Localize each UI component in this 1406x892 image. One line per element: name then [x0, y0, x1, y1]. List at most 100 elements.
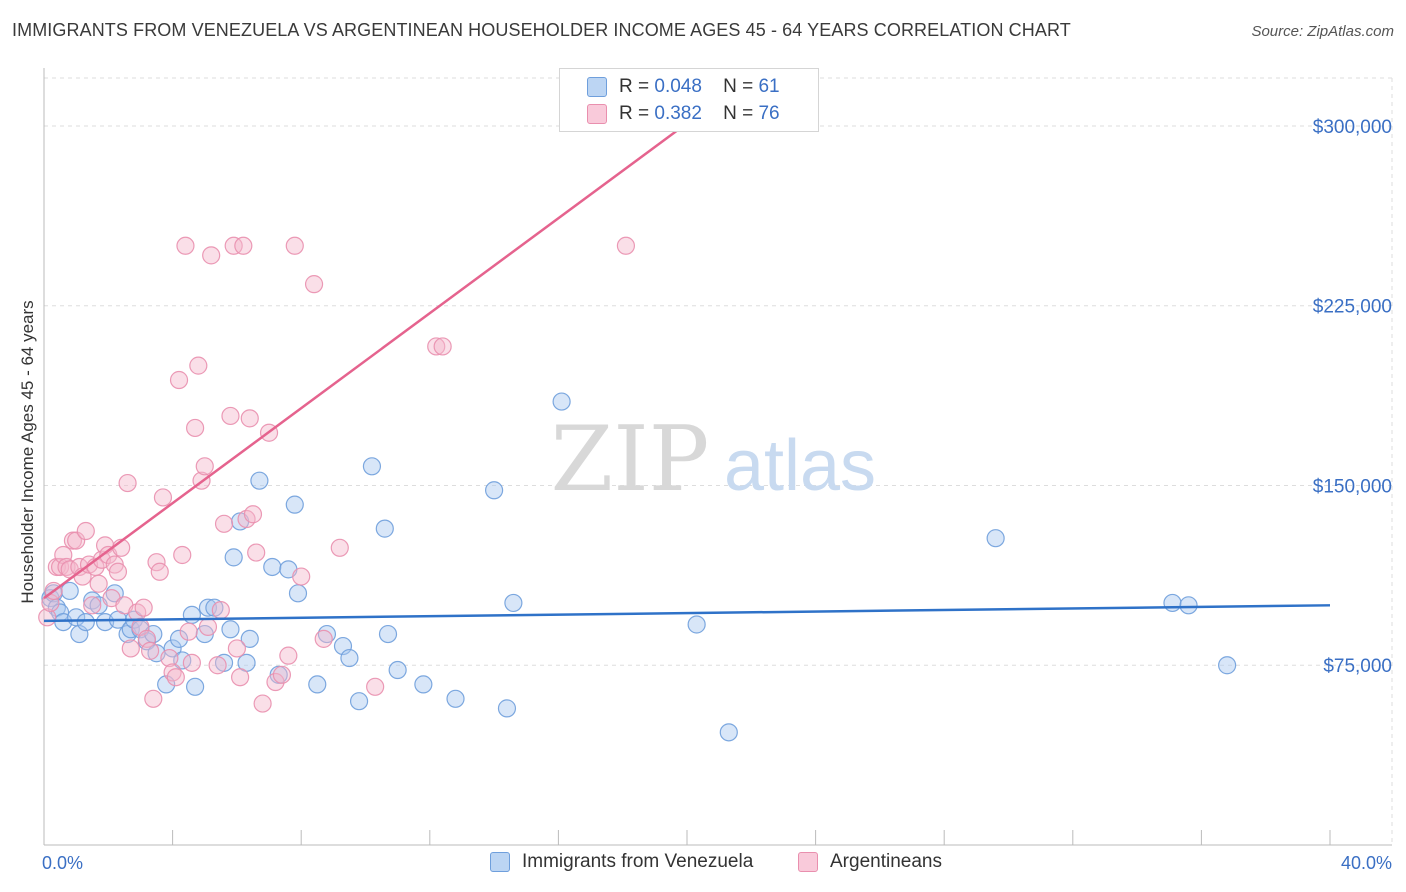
data-point-venezuela	[1163, 593, 1182, 613]
data-point-argentineans	[134, 598, 153, 617]
data-point-argentineans	[253, 694, 272, 713]
data-point-venezuela	[182, 605, 201, 625]
data-point-argentineans	[89, 574, 108, 593]
data-point-argentineans	[285, 236, 304, 255]
legend-n-label: N =	[723, 76, 754, 97]
data-point-argentineans	[208, 656, 227, 675]
data-point-venezuela	[288, 584, 308, 603]
data-point-venezuela	[340, 648, 359, 668]
data-point-venezuela	[1179, 596, 1198, 615]
data-point-argentineans	[140, 641, 160, 660]
data-point-argentineans	[83, 596, 102, 615]
legend-r-value: 0.382	[654, 103, 702, 124]
data-point-venezuela	[169, 629, 189, 648]
chart-title: IMMIGRANTS FROM VENEZUELA VS ARGENTINEAN…	[12, 20, 1071, 40]
grid-lines	[44, 77, 1393, 845]
legend-r-label: R =	[619, 76, 650, 97]
data-point-argentineans	[153, 488, 173, 507]
legend-n-label: N =	[723, 103, 754, 124]
legend-n-value: 61	[758, 76, 780, 97]
trend-line-venezuela	[43, 604, 1331, 623]
data-point-venezuela	[485, 481, 504, 500]
data-point-venezuela	[378, 624, 398, 644]
data-point-venezuela	[497, 699, 517, 718]
data-point-venezuela	[263, 557, 282, 577]
data-point-argentineans	[227, 639, 246, 658]
data-point-venezuela	[221, 620, 240, 639]
data-point-argentineans	[179, 622, 198, 641]
data-point-argentineans	[173, 545, 192, 565]
data-point-argentineans	[433, 337, 452, 356]
data-point-argentineans	[176, 236, 195, 255]
data-point-venezuela	[308, 675, 327, 694]
data-point-argentineans	[366, 677, 385, 696]
data-point-argentineans	[266, 672, 285, 692]
data-point-argentineans	[57, 557, 76, 577]
y-tick-label: $150,000	[1313, 476, 1392, 497]
data-point-argentineans	[231, 668, 250, 687]
legend-swatch-pink	[587, 104, 607, 124]
data-point-argentineans	[108, 562, 128, 581]
data-point-argentineans	[186, 418, 205, 438]
data-point-venezuela	[414, 675, 433, 694]
bottom-legend-label-venezuela: Immigrants from Venezuela	[522, 851, 754, 872]
trend-lines	[43, 79, 1331, 623]
legend-swatch-blue	[587, 77, 607, 97]
data-point-argentineans	[182, 653, 201, 672]
data-point-argentineans	[189, 356, 208, 375]
data-point-venezuela	[105, 584, 124, 603]
data-point-venezuela	[446, 689, 465, 708]
data-point-argentineans	[150, 562, 169, 581]
correlation-legend: R = 0.048 N = 61 R = 0.382 N = 76	[559, 68, 819, 132]
data-point-argentineans	[118, 473, 137, 493]
y-tick-label: $300,000	[1313, 117, 1392, 138]
legend-row-argentineans: R = 0.382 N = 76	[560, 101, 780, 127]
data-point-venezuela	[687, 615, 706, 634]
data-point-argentineans	[163, 663, 182, 682]
axes	[43, 68, 1392, 846]
data-point-venezuela	[250, 471, 269, 490]
legend-n-value: 76	[758, 103, 780, 124]
data-point-venezuela	[76, 612, 95, 632]
data-point-argentineans	[169, 370, 189, 390]
data-point-argentineans	[214, 514, 234, 533]
data-point-venezuela	[317, 624, 337, 644]
data-point-argentineans	[234, 236, 253, 255]
data-point-argentineans	[76, 521, 95, 541]
data-point-argentineans	[292, 567, 311, 586]
data-point-venezuela	[60, 581, 79, 601]
watermark-atlas: atlas	[724, 426, 876, 506]
trend-line-argentineans	[43, 122, 688, 600]
data-point-argentineans	[330, 538, 349, 557]
data-point-venezuela	[285, 495, 304, 514]
y-tick-label: $225,000	[1313, 297, 1392, 318]
data-point-venezuela	[388, 660, 407, 680]
bottom-legend-swatch-blue	[490, 852, 510, 872]
bottom-legend-argentineans: Argentineans	[798, 851, 942, 873]
watermark-zip: ZIP	[551, 407, 710, 512]
data-point-argentineans	[195, 457, 214, 476]
data-point-argentineans	[272, 665, 292, 684]
bottom-legend-label-argentineans: Argentineans	[830, 851, 942, 872]
data-point-argentineans	[147, 553, 166, 572]
data-point-argentineans	[211, 601, 230, 620]
data-point-venezuela	[362, 457, 382, 476]
data-point-argentineans	[221, 406, 240, 426]
data-point-venezuela	[986, 529, 1005, 548]
data-point-argentineans	[67, 531, 86, 550]
data-point-argentineans	[198, 617, 218, 636]
data-point-venezuela	[349, 692, 369, 711]
y-tick-label: $75,000	[1323, 656, 1392, 677]
data-point-argentineans	[427, 337, 446, 356]
x-tick-label: 0.0%	[42, 853, 83, 873]
data-point-argentineans	[144, 689, 163, 708]
data-point-argentineans	[121, 639, 140, 658]
data-point-argentineans	[304, 275, 324, 294]
data-point-argentineans	[279, 646, 298, 665]
legend-r-label: R =	[619, 103, 650, 124]
bottom-legend-swatch-pink	[798, 852, 818, 872]
data-point-venezuela	[186, 677, 205, 696]
data-point-venezuela	[375, 519, 394, 538]
data-point-venezuela	[1218, 656, 1237, 675]
